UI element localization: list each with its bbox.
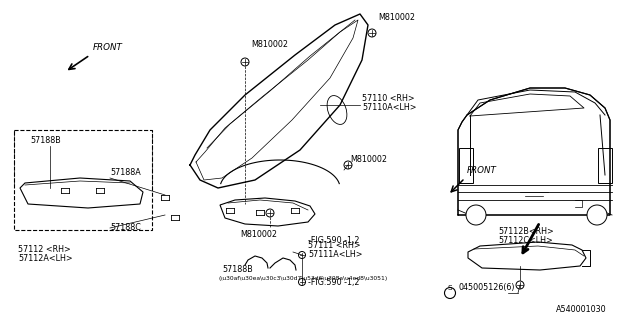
Text: 57112B<RH>: 57112B<RH>	[498, 227, 554, 236]
Text: S: S	[447, 284, 452, 291]
Text: (\u30af\u30ea\u30c3\u30d7\u53d6\u308a\u4ed8\u3051): (\u30af\u30ea\u30c3\u30d7\u53d6\u308a\u4…	[218, 276, 387, 281]
Text: 57112C<LH>: 57112C<LH>	[498, 236, 553, 245]
Text: 57111 <RH>: 57111 <RH>	[308, 241, 360, 250]
Text: 57112 <RH>: 57112 <RH>	[18, 245, 71, 254]
Text: 57112A<LH>: 57112A<LH>	[18, 254, 72, 263]
Polygon shape	[458, 88, 610, 215]
Text: 57188B: 57188B	[222, 265, 253, 274]
Text: 57111A<LH>: 57111A<LH>	[308, 250, 362, 259]
Circle shape	[466, 205, 486, 225]
Polygon shape	[220, 198, 315, 226]
Text: -FIG.590 -1,2: -FIG.590 -1,2	[308, 278, 360, 287]
Text: M810002: M810002	[350, 155, 387, 164]
Text: M810002: M810002	[251, 40, 288, 49]
Text: A540001030: A540001030	[556, 305, 607, 314]
Text: 57110 <RH>: 57110 <RH>	[362, 94, 415, 103]
Text: 57188A: 57188A	[110, 168, 141, 177]
Polygon shape	[20, 178, 143, 208]
Text: 57110A<LH>: 57110A<LH>	[362, 103, 417, 112]
Text: M810002: M810002	[240, 230, 277, 239]
Text: M810002: M810002	[378, 13, 415, 22]
Text: 57188C: 57188C	[110, 223, 141, 232]
Polygon shape	[468, 242, 586, 270]
Text: -FIG.590 -1,2: -FIG.590 -1,2	[308, 236, 360, 245]
Text: 57188B: 57188B	[30, 136, 61, 145]
Bar	[14, 130, 152, 230]
Text: FRONT: FRONT	[93, 43, 123, 52]
Text: FRONT: FRONT	[467, 166, 497, 175]
Bar	[598, 148, 612, 183]
Circle shape	[587, 205, 607, 225]
Bar	[459, 148, 473, 183]
Text: 045005126(6): 045005126(6)	[458, 283, 515, 292]
